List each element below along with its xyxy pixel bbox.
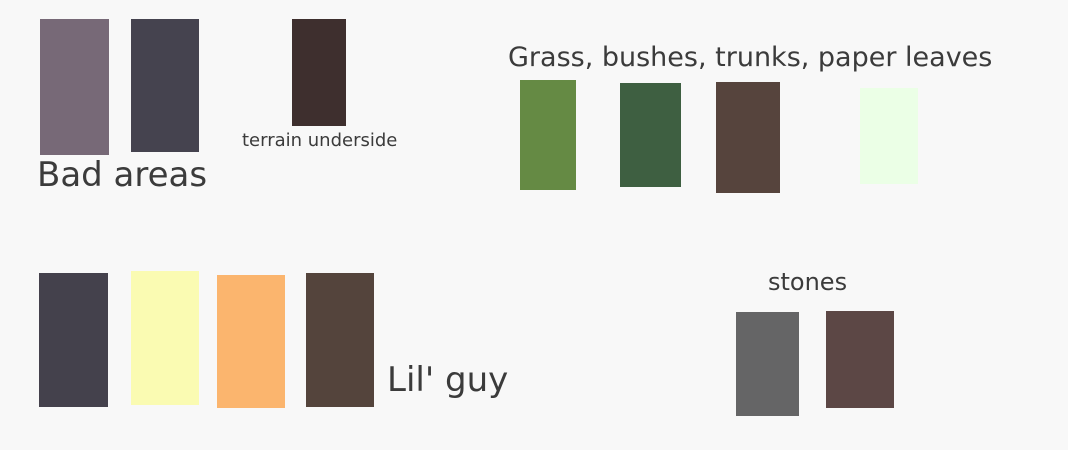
bushes-swatch [620,83,681,187]
grass-swatch [520,80,576,190]
lil-guy-swatch-4 [306,273,374,407]
terrain-underside-label: terrain underside [242,130,398,151]
lil-guy-swatch-2 [131,271,199,405]
lil-guy-swatch-3 [217,275,285,408]
stones-swatch-1 [736,312,799,416]
lil-guy-label: Lil' guy [387,360,509,400]
trunks-swatch [716,82,780,193]
terrain-underside-swatch [292,19,346,126]
vegetation-label: Grass, bushes, trunks, paper leaves [508,42,993,73]
paper-leaves-swatch [860,88,918,184]
stones-label: stones [768,268,848,296]
bad-areas-swatch-1 [40,19,109,155]
bad-areas-swatch-2 [131,19,199,152]
bad-areas-label: Bad areas [37,155,208,195]
lil-guy-swatch-1 [39,273,108,407]
stones-swatch-2 [826,311,894,408]
